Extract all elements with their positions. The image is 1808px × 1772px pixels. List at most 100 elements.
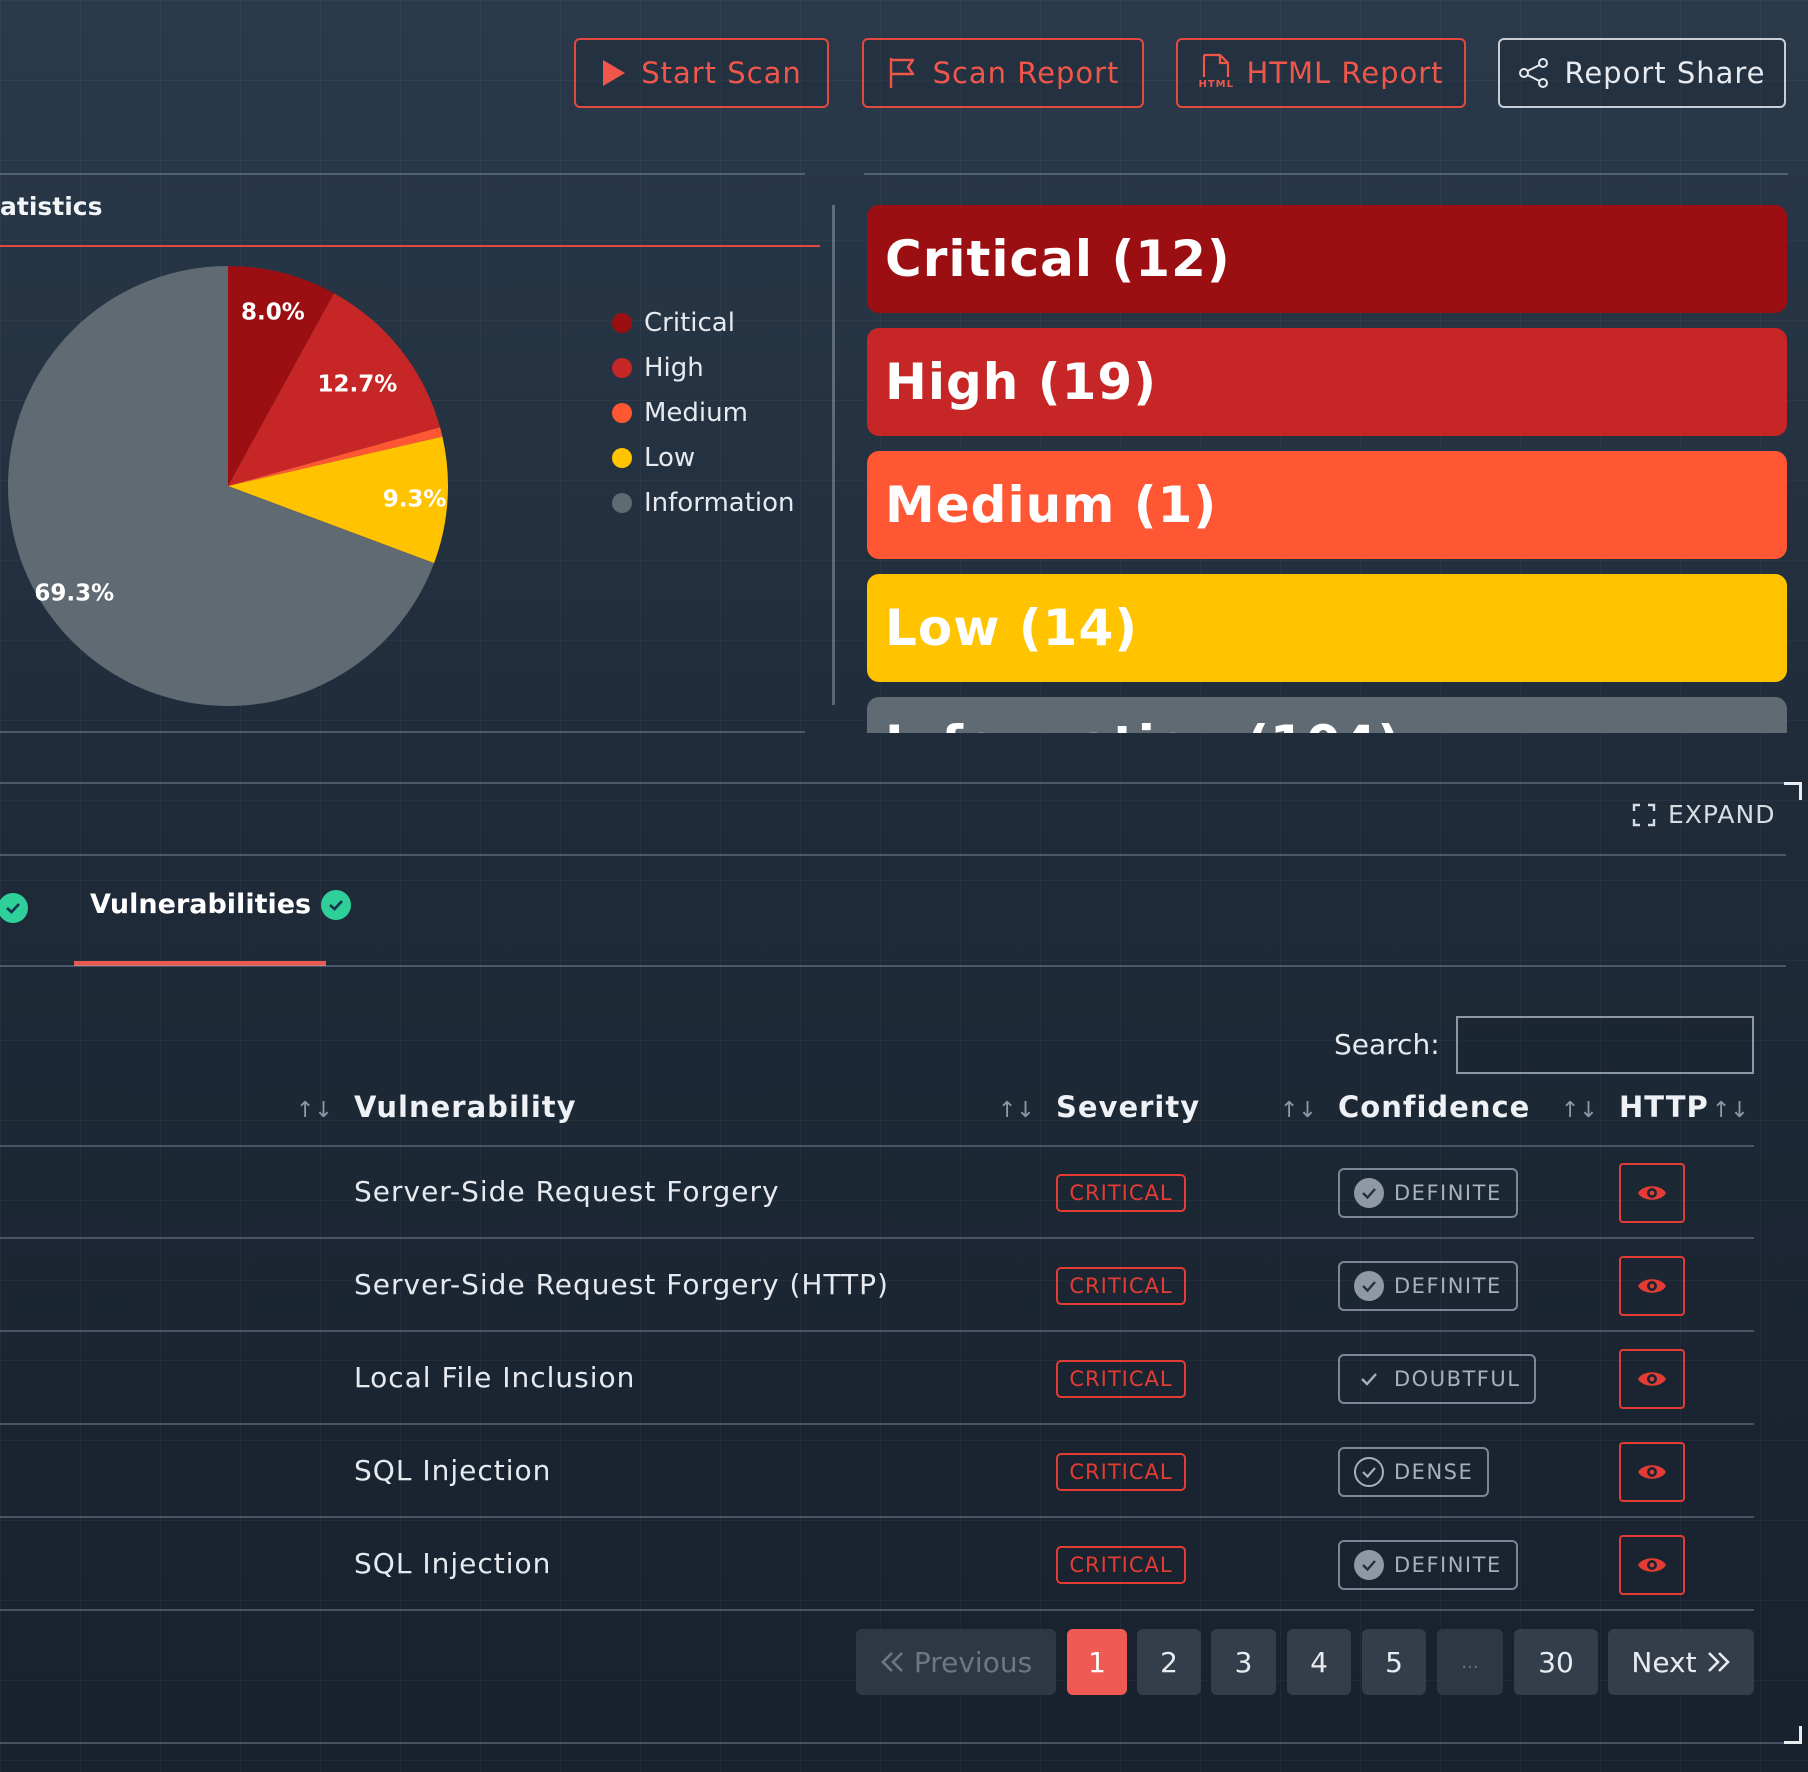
previous-label: Previous	[913, 1645, 1033, 1679]
legend-label: Low	[644, 442, 696, 473]
pie-slice-low[interactable]	[228, 436, 448, 564]
column-header-severity[interactable]: Severity	[1056, 1090, 1201, 1124]
share-icon	[1519, 58, 1549, 88]
confidence-badge: DENSE	[1338, 1446, 1490, 1497]
row-divider	[0, 1609, 1754, 1611]
search-input[interactable]	[1456, 1016, 1754, 1074]
severity-bar-label: Medium (1)	[885, 476, 1218, 534]
check-circle-outline-icon	[1354, 1456, 1384, 1487]
view-http-button[interactable]	[1619, 1162, 1685, 1223]
confidence-label: DOUBTFUL	[1394, 1366, 1521, 1391]
severity-bar-medium[interactable]: Medium (1)	[867, 451, 1787, 559]
tab-check-icon	[0, 893, 28, 923]
page-number: 3	[1234, 1645, 1253, 1679]
scan-report-button[interactable]: Scan Report	[862, 38, 1144, 108]
vulnerability-name[interactable]: Server-Side Request Forgery (HTTP)	[354, 1267, 889, 1301]
row-divider	[0, 1516, 1754, 1518]
next-label: Next	[1631, 1645, 1697, 1679]
severity-bar-label: High (19)	[885, 353, 1158, 411]
confidence-label: DEFINITE	[1394, 1273, 1502, 1298]
page-number: 2	[1160, 1645, 1178, 1679]
confidence-badge: DOUBTFUL	[1338, 1353, 1537, 1404]
confidence-badge: DEFINITE	[1338, 1539, 1518, 1590]
severity-badge: CRITICAL	[1056, 1173, 1186, 1212]
check-circle-icon	[1354, 1270, 1384, 1301]
eye-icon	[1638, 1185, 1666, 1200]
table-header-divider	[0, 1145, 1754, 1147]
report-share-button[interactable]: Report Share	[1498, 38, 1786, 108]
severity-bar-low[interactable]: Low (14)	[867, 574, 1787, 682]
html-file-icon: HTML	[1198, 53, 1233, 93]
divider	[0, 1742, 1786, 1744]
page-button-4[interactable]: 4	[1287, 1629, 1351, 1695]
pie-slice-medium[interactable]	[228, 427, 443, 486]
eye-icon	[1638, 1557, 1666, 1572]
eye-icon	[1638, 1464, 1666, 1479]
severity-bar-information[interactable]: Information (104)	[867, 697, 1787, 733]
divider	[864, 173, 1788, 175]
previous-page-button[interactable]: Previous	[856, 1629, 1056, 1695]
column-header-vulnerability[interactable]: Vulnerability	[354, 1090, 577, 1124]
pie-slice-high[interactable]	[228, 293, 441, 486]
legend-dot	[612, 402, 632, 423]
severity-badge: CRITICAL	[1056, 1452, 1186, 1491]
view-http-button[interactable]	[1619, 1534, 1685, 1595]
html-report-button[interactable]: HTML HTML Report	[1176, 38, 1466, 108]
vulnerability-name[interactable]: Server-Side Request Forgery	[354, 1174, 780, 1208]
view-http-button[interactable]	[1619, 1255, 1685, 1316]
row-divider	[0, 1237, 1754, 1239]
severity-bars: Critical (12) High (19) Medium (1) Low (…	[860, 200, 1800, 733]
pie-legend: Critical High Medium Low Information	[612, 300, 795, 525]
active-tab-indicator	[74, 961, 326, 966]
statistics-title: atistics	[0, 192, 103, 221]
page-button-30[interactable]: 30	[1514, 1629, 1598, 1695]
severity-badge: CRITICAL	[1056, 1266, 1186, 1305]
view-http-button[interactable]	[1619, 1441, 1685, 1502]
check-circle-icon	[321, 889, 352, 920]
expand-button[interactable]: EXPAND	[1632, 800, 1775, 829]
check-circle-icon	[1354, 1177, 1384, 1208]
double-chevron-left-icon	[880, 1652, 903, 1672]
next-page-button[interactable]: Next	[1608, 1629, 1754, 1695]
severity-bar-critical[interactable]: Critical (12)	[867, 205, 1787, 313]
start-scan-label: Start Scan	[641, 56, 802, 90]
tab-vulnerabilities[interactable]: Vulnerabilities	[90, 889, 352, 920]
pie-label-critical: 8.0%	[241, 299, 305, 325]
legend-label: Medium	[644, 397, 748, 428]
page-button-3[interactable]: 3	[1211, 1629, 1276, 1695]
legend-item-low[interactable]: Low	[612, 435, 795, 480]
page-button-1[interactable]: 1	[1067, 1629, 1127, 1695]
legend-item-information[interactable]: Information	[612, 480, 795, 525]
double-chevron-right-icon	[1707, 1652, 1730, 1672]
scan-report-label: Scan Report	[932, 56, 1120, 90]
sort-icon[interactable]: ↑↓	[1561, 1098, 1598, 1123]
legend-item-medium[interactable]: Medium	[612, 390, 795, 435]
vulnerability-name[interactable]: SQL Injection	[354, 1453, 552, 1487]
row-divider	[0, 1330, 1754, 1332]
sort-icon[interactable]: ↑↓	[1712, 1098, 1749, 1123]
vulnerability-name[interactable]: Local File Inclusion	[354, 1360, 636, 1394]
page-button-5[interactable]: 5	[1362, 1629, 1426, 1695]
severity-bar-label: Critical (12)	[885, 230, 1231, 288]
legend-label: Information	[644, 487, 795, 518]
vulnerability-name[interactable]: SQL Injection	[354, 1546, 552, 1580]
legend-item-critical[interactable]: Critical	[612, 300, 795, 345]
legend-item-high[interactable]: High	[612, 345, 795, 390]
check-circle-icon	[1354, 1549, 1384, 1580]
sort-icon[interactable]: ↑↓	[998, 1098, 1035, 1123]
severity-badge: CRITICAL	[1056, 1359, 1186, 1398]
pie-slice-information[interactable]	[7, 266, 435, 706]
pie-slice-critical[interactable]	[228, 266, 334, 486]
severity-bar-high[interactable]: High (19)	[867, 328, 1787, 436]
column-header-confidence[interactable]: Confidence	[1338, 1090, 1531, 1124]
confidence-label: DEFINITE	[1394, 1180, 1502, 1205]
page-button-2[interactable]: 2	[1137, 1629, 1201, 1695]
play-icon	[603, 60, 626, 86]
pagination-ellipsis: ...	[1437, 1629, 1503, 1695]
view-http-button[interactable]	[1619, 1348, 1685, 1409]
divider	[0, 173, 805, 175]
sort-icon[interactable]: ↑↓	[296, 1098, 333, 1123]
start-scan-button[interactable]: Start Scan	[574, 38, 829, 108]
column-header-http[interactable]: HTTP	[1619, 1090, 1709, 1124]
sort-icon[interactable]: ↑↓	[1280, 1098, 1317, 1123]
